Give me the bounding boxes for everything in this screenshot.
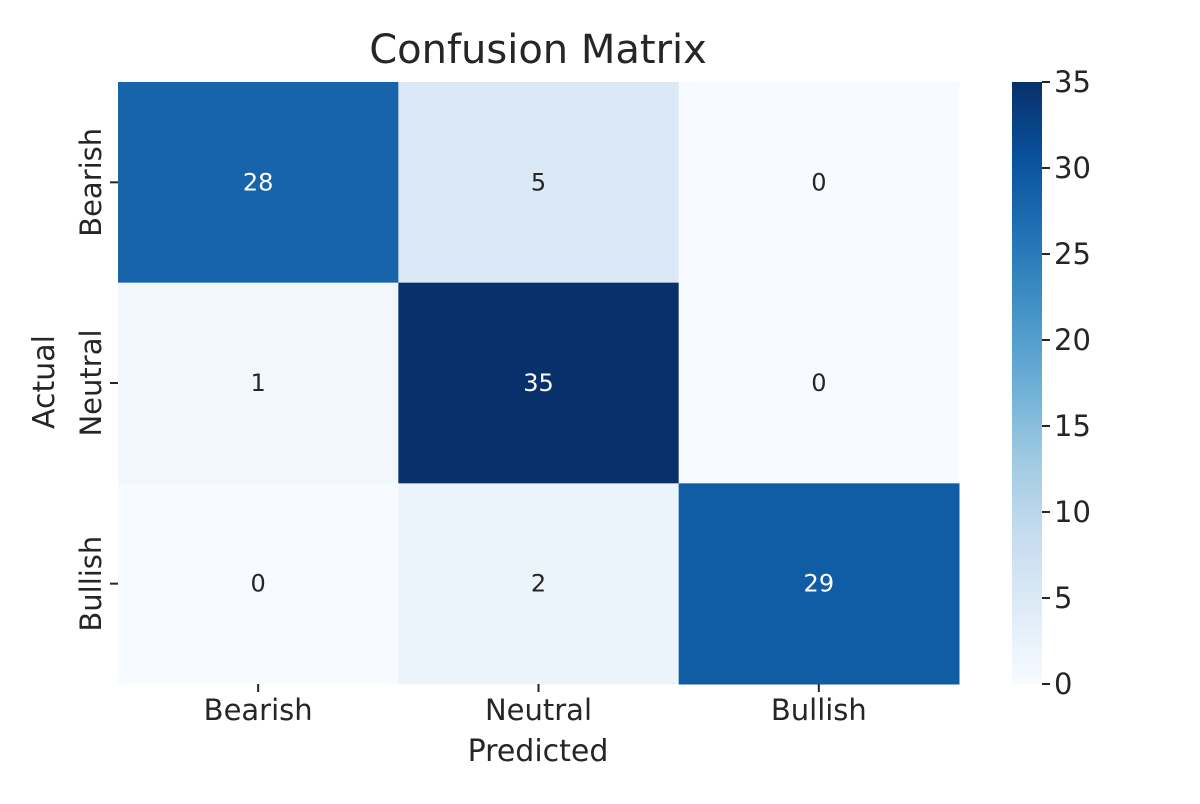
x-axis-label: Predicted bbox=[468, 734, 609, 769]
heatmap-cell-label-1-1: 35 bbox=[523, 369, 554, 397]
y-tick-label-2: Bullish bbox=[74, 536, 108, 632]
heatmap-cell-label-1-0: 1 bbox=[251, 369, 266, 397]
colorbar-tick-label-5: 25 bbox=[1054, 237, 1091, 271]
heatmap-cell-label-0-0: 28 bbox=[243, 168, 274, 196]
y-axis-ticks: Bearish Neutral Bullish bbox=[74, 128, 118, 632]
x-tick-label-1: Neutral bbox=[485, 693, 592, 727]
colorbar: 0 5 10 15 20 25 30 35 bbox=[1012, 65, 1091, 701]
colorbar-tick-label-1: 5 bbox=[1054, 581, 1072, 615]
heatmap-cell-0-1 bbox=[398, 82, 680, 284]
heatmap-cell-1-1 bbox=[398, 282, 680, 484]
x-axis-ticks: Bearish Neutral Bullish bbox=[204, 684, 867, 727]
heatmap-cell-1-2 bbox=[678, 282, 960, 484]
heatmap-cell-0-0 bbox=[118, 82, 399, 284]
heatmap-cell-labels: 28 5 0 1 35 0 0 2 29 bbox=[243, 168, 834, 597]
y-tick-label-1: Neutral bbox=[74, 329, 108, 436]
heatmap-cell-label-2-0: 0 bbox=[251, 570, 266, 598]
heatmap-cell-label-2-2: 29 bbox=[804, 570, 835, 598]
heatmap-cell-label-0-1: 5 bbox=[531, 168, 546, 196]
y-tick-label-0: Bearish bbox=[74, 128, 108, 237]
heatmap-cell-2-1 bbox=[398, 483, 680, 685]
colorbar-tick-label-0: 0 bbox=[1054, 667, 1072, 701]
colorbar-tick-label-3: 15 bbox=[1054, 409, 1091, 443]
heatmap-cell-2-0 bbox=[118, 483, 399, 685]
y-axis-label: Actual bbox=[27, 335, 62, 429]
heatmap-cell-label-2-1: 2 bbox=[531, 570, 546, 598]
colorbar-tick-label-4: 20 bbox=[1054, 323, 1091, 357]
x-tick-label-0: Bearish bbox=[204, 693, 313, 727]
heatmap-cells bbox=[118, 82, 960, 685]
colorbar-gradient bbox=[1012, 82, 1042, 684]
colorbar-tick-label-6: 30 bbox=[1054, 151, 1091, 185]
colorbar-tick-label-7: 35 bbox=[1054, 65, 1091, 99]
heatmap-cell-label-1-2: 0 bbox=[811, 369, 826, 397]
colorbar-tick-label-2: 10 bbox=[1054, 495, 1091, 529]
heatmap-cell-1-0 bbox=[118, 282, 399, 484]
heatmap-cell-2-2 bbox=[678, 483, 960, 685]
heatmap-cell-0-2 bbox=[678, 82, 960, 284]
x-tick-label-2: Bullish bbox=[771, 693, 867, 727]
heatmap-cell-label-0-2: 0 bbox=[811, 168, 826, 196]
chart-title: Confusion Matrix bbox=[369, 27, 707, 73]
